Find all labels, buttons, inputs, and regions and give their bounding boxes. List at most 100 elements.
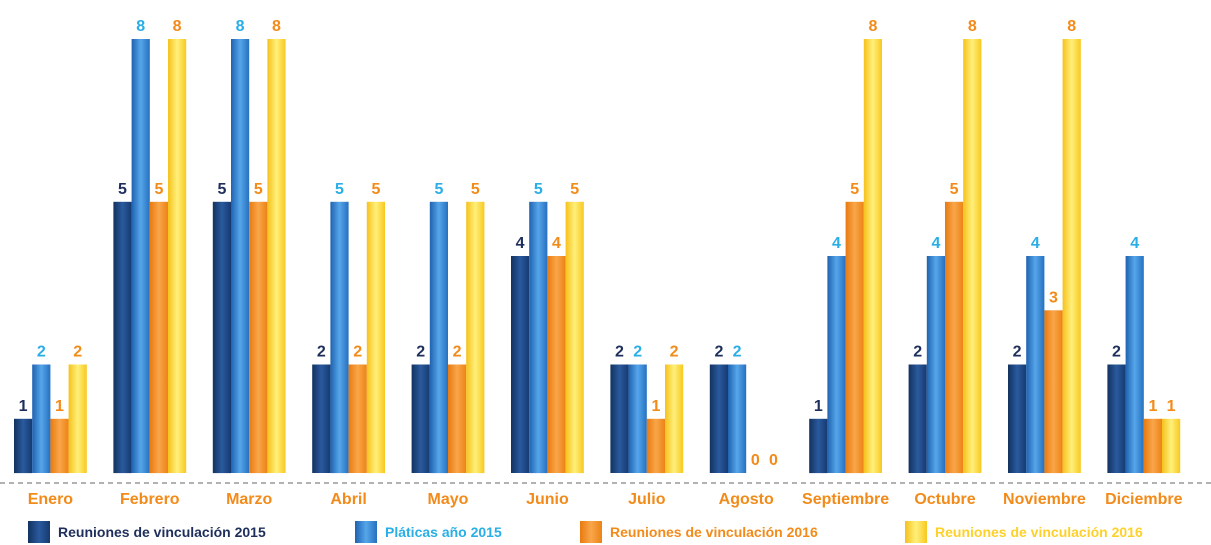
bar-abril-s0	[312, 364, 331, 473]
bar-mayo-s3	[466, 201, 485, 474]
value-label: 2	[733, 344, 742, 361]
legend-item: Reuniones de vinculación 2015	[28, 521, 266, 543]
legend-swatch	[355, 521, 377, 543]
bar-marzo-s0	[212, 201, 231, 474]
month-label-septiembre: Septiembre	[802, 491, 889, 508]
legend-swatch	[580, 521, 602, 543]
legend-swatch	[905, 521, 927, 543]
bar-enero-s0	[14, 418, 33, 474]
value-label: 1	[814, 398, 823, 415]
bar-febrero-s1	[131, 39, 150, 473]
bar-septiembre-s1	[827, 256, 846, 473]
legend-label: Pláticas año 2015	[385, 524, 502, 540]
bar-diciembre-s0	[1107, 364, 1126, 473]
value-label: 2	[73, 344, 82, 361]
value-label: 8	[868, 18, 877, 35]
bar-julio-s0	[610, 364, 629, 473]
value-label: 5	[950, 181, 959, 198]
bar-noviembre-s2	[1044, 310, 1063, 474]
bar-diciembre-s1	[1125, 256, 1144, 473]
month-label-febrero: Febrero	[120, 491, 180, 508]
bar-mayo-s0	[411, 364, 430, 473]
month-label-marzo: Marzo	[226, 491, 272, 508]
value-label: 8	[272, 18, 281, 35]
value-label: 2	[1013, 344, 1022, 361]
bar-marzo-s1	[231, 39, 250, 473]
bar-enero-s1	[32, 364, 51, 473]
bar-abril-s1	[330, 201, 349, 474]
bar-octubre-s0	[908, 364, 927, 473]
value-label: 4	[931, 235, 940, 252]
month-label-julio: Julio	[628, 491, 666, 508]
bar-junio-s3	[565, 201, 584, 474]
bar-abril-s2	[348, 364, 367, 473]
value-label: 2	[615, 344, 624, 361]
value-label: 4	[1130, 235, 1139, 252]
value-label: 8	[236, 18, 245, 35]
value-label: 1	[19, 398, 28, 415]
bar-febrero-s0	[113, 201, 132, 474]
value-label: 4	[552, 235, 561, 252]
value-label: 8	[136, 18, 145, 35]
bar-octubre-s2	[945, 201, 964, 474]
value-label: 5	[371, 181, 380, 198]
bar-enero-s3	[68, 364, 87, 473]
value-label: 2	[353, 344, 362, 361]
bar-febrero-s3	[168, 39, 187, 473]
legend: Reuniones de vinculación 2015 Pláticas a…	[0, 518, 1211, 545]
bar-agosto-s0	[709, 364, 728, 473]
bar-marzo-s2	[249, 201, 268, 474]
month-label-abril: Abril	[330, 491, 366, 508]
value-label: 1	[651, 398, 660, 415]
month-label-agosto: Agosto	[719, 491, 774, 508]
month-label-enero: Enero	[28, 491, 74, 508]
bar-mayo-s1	[429, 201, 448, 474]
month-label-diciembre: Diciembre	[1105, 491, 1182, 508]
bar-julio-s3	[665, 364, 684, 473]
value-label: 5	[434, 181, 443, 198]
value-label: 3	[1049, 289, 1058, 306]
legend-label: Reuniones de vinculación 2016	[610, 524, 818, 540]
value-label: 2	[1112, 344, 1121, 361]
month-label-mayo: Mayo	[428, 491, 469, 508]
bar-octubre-s3	[963, 39, 982, 473]
value-label: 1	[1167, 398, 1176, 415]
value-label: 2	[670, 344, 679, 361]
value-label: 5	[335, 181, 344, 198]
bar-marzo-s3	[267, 39, 286, 473]
legend-label: Reuniones de vinculación 2015	[58, 524, 266, 540]
value-label: 5	[534, 181, 543, 198]
bar-septiembre-s0	[809, 418, 828, 474]
value-label: 8	[173, 18, 182, 35]
value-label: 4	[832, 235, 841, 252]
bar-junio-s0	[511, 256, 530, 473]
value-label: 2	[913, 344, 922, 361]
bar-febrero-s2	[149, 201, 168, 474]
bar-noviembre-s0	[1008, 364, 1027, 473]
month-label-octubre: Octubre	[914, 491, 975, 508]
value-label: 4	[516, 235, 525, 252]
value-label: 2	[317, 344, 326, 361]
month-label-junio: Junio	[526, 491, 569, 508]
value-label: 8	[968, 18, 977, 35]
legend-item: Pláticas año 2015	[355, 521, 502, 543]
bar-abril-s3	[366, 201, 385, 474]
legend-label: Reuniones de vinculación 2016	[935, 524, 1143, 540]
value-label: 2	[633, 344, 642, 361]
bar-noviembre-s3	[1062, 39, 1081, 473]
value-label: 5	[471, 181, 480, 198]
legend-item: Reuniones de vinculación 2016	[580, 521, 818, 543]
value-label: 2	[453, 344, 462, 361]
bar-agosto-s1	[728, 364, 747, 473]
value-label: 2	[416, 344, 425, 361]
legend-swatch	[28, 521, 50, 543]
value-label: 5	[570, 181, 579, 198]
value-label: 0	[751, 452, 760, 469]
value-label: 5	[154, 181, 163, 198]
bar-noviembre-s1	[1026, 256, 1045, 473]
value-label: 2	[37, 344, 46, 361]
value-label: 1	[1148, 398, 1157, 415]
bar-enero-s2	[50, 418, 69, 474]
